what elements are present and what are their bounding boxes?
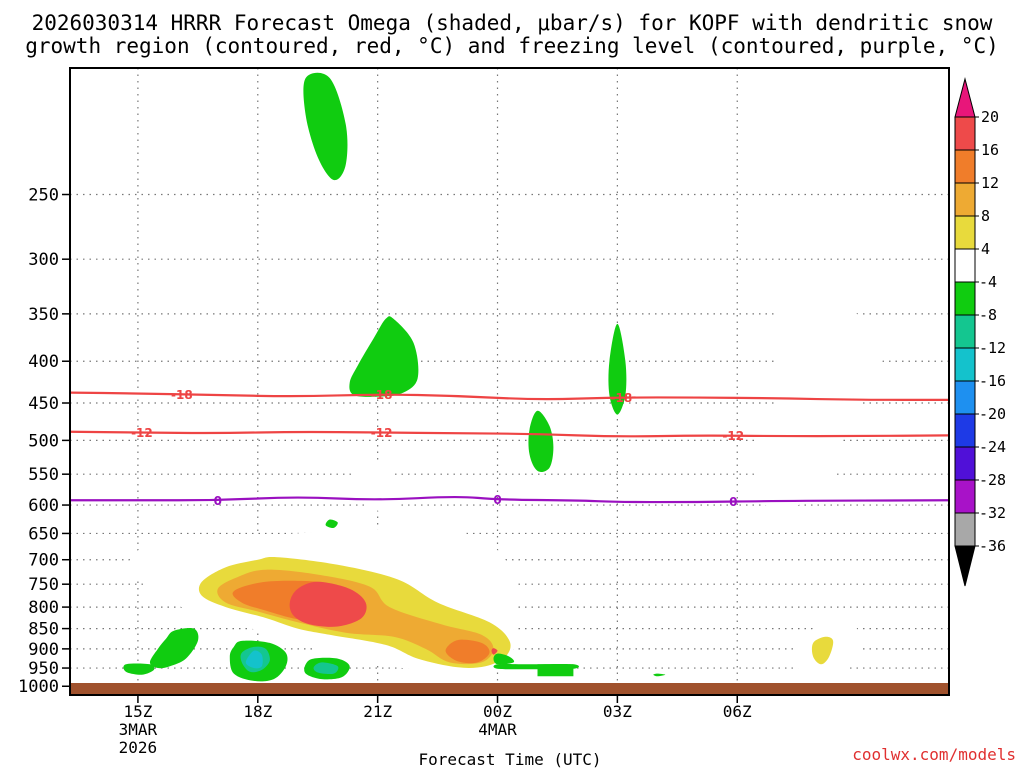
contour-line-2 — [69, 495, 950, 504]
omega-region-4-2 — [351, 458, 400, 513]
colorbar-label--36: -36 — [979, 537, 1006, 555]
colorbar-segment-1 — [954, 149, 976, 184]
colorbar-segment-8 — [954, 380, 976, 415]
omega-region--4-14 — [608, 323, 627, 415]
colorbar-label-8: 8 — [981, 207, 990, 225]
colorbar-label--12: -12 — [979, 339, 1006, 357]
colorbar-label--8: -8 — [979, 306, 997, 324]
colorbar-top-arrow — [954, 77, 976, 118]
omega-region-20-10 — [289, 581, 367, 627]
omega-region--4-24 — [653, 673, 666, 677]
y-tick-label-1000: 1000 — [18, 677, 59, 697]
colorbar-segment-6 — [954, 314, 976, 349]
y-tick-label-800: 800 — [28, 598, 59, 618]
y-tick-label-700: 700 — [28, 551, 59, 571]
y-tick-label-250: 250 — [28, 186, 59, 206]
y-axis: 2503003504004505005506006507007508008509… — [18, 186, 70, 697]
y-tick-label-350: 350 — [28, 305, 59, 325]
y-tick-label-400: 400 — [28, 352, 59, 372]
colorbar-segment-11 — [954, 479, 976, 514]
omega-region-4-3 — [753, 292, 884, 510]
contour-label-2-2: 0 — [729, 495, 737, 509]
colorbar-bottom-arrow — [954, 545, 976, 587]
omega-region-20-11 — [491, 648, 498, 655]
x-tick-label-21Z: 21Z — [363, 702, 392, 721]
colorbar-segment-12 — [954, 512, 976, 547]
omega-region-8-6 — [811, 636, 834, 665]
contour-label-1-2: -12 — [722, 429, 744, 443]
contour-line-1 — [69, 430, 950, 438]
contour-label-1-1: -12 — [371, 426, 393, 440]
y-tick-label-450: 450 — [28, 394, 59, 414]
colorbar-segment-5 — [954, 281, 976, 316]
x-tick-label-15Z: 15Z — [123, 702, 152, 721]
x-tick-sublabel-00Z: 4MAR — [478, 720, 517, 739]
colorbar-segment-3 — [954, 215, 976, 250]
omega-region--4-13 — [349, 316, 419, 397]
colorbar-segment-7 — [954, 347, 976, 382]
colorbar-label-4: 4 — [981, 240, 990, 258]
colorbar-segment-9 — [954, 413, 976, 448]
credit-text: coolwx.com/models — [852, 745, 1016, 764]
omega-region--4-12 — [303, 72, 348, 181]
colorbar-label--24: -24 — [979, 438, 1006, 456]
y-tick-label-600: 600 — [28, 496, 59, 516]
y-tick-label-750: 750 — [28, 575, 59, 595]
colorbar-segment-2 — [954, 182, 976, 217]
colorbar: 20 16 12 8 4 -4 -8 -12 -16 -20 -24 -28 -32 -36 — [954, 77, 1006, 587]
contour-label-0-0: -18 — [171, 388, 193, 402]
colorbar-label-20: 20 — [981, 108, 999, 126]
x-tick-label-06Z: 06Z — [723, 702, 752, 721]
colorbar-segment-0 — [954, 116, 976, 151]
colorbar-label--20: -20 — [979, 405, 1006, 423]
colorbar-label--32: -32 — [979, 504, 1006, 522]
x-tick-year-15Z: 2026 — [119, 738, 158, 757]
plot-frame — [69, 67, 950, 696]
omega-region--4-21 — [493, 653, 515, 665]
omega-region-16-9 — [445, 639, 490, 664]
colorbar-label-16: 16 — [981, 141, 999, 159]
chart-title-line1: 2026030314 HRRR Forecast Omega (shaded, … — [32, 11, 993, 35]
y-tick-label-300: 300 — [28, 250, 59, 270]
contour-line-0 — [69, 391, 949, 401]
contour-label-1-0: -12 — [131, 426, 153, 440]
omega-region-4-1 — [285, 268, 340, 312]
y-tick-label-650: 650 — [28, 524, 59, 544]
omega-region--4-17 — [149, 627, 199, 669]
ground-strip — [70, 683, 949, 695]
plot-area: -18 -18 -18 -12 -12 -12 0 0 0 — [69, 68, 950, 695]
chart-title-line2: growth region (contoured, red, °C) and f… — [25, 34, 999, 58]
omega-region--8-26 — [313, 662, 339, 675]
x-tick-label-18Z: 18Z — [243, 702, 272, 721]
contour-label-2-0: 0 — [214, 494, 222, 508]
y-tick-label-950: 950 — [28, 659, 59, 679]
y-tick-label-850: 850 — [28, 620, 59, 640]
colorbar-segment-4 — [954, 248, 976, 283]
omega-region--4-16 — [325, 519, 338, 528]
x-axis-label: Forecast Time (UTC) — [418, 750, 601, 768]
omega-region--4-23 — [537, 664, 574, 677]
colorbar-label--28: -28 — [979, 471, 1006, 489]
contour-label-0-1: -18 — [371, 388, 393, 402]
y-tick-label-900: 900 — [28, 640, 59, 660]
x-tick-label-00Z: 00Z — [483, 702, 512, 721]
omega-region--12-27 — [245, 650, 263, 669]
contour-label-0-2: -18 — [611, 391, 633, 405]
x-tick-sublabel-15Z: 3MAR — [119, 720, 158, 739]
omega-region--4-15 — [528, 410, 554, 472]
colorbar-label--16: -16 — [979, 372, 1006, 390]
omega-region--4-18 — [123, 663, 155, 675]
x-tick-label-03Z: 03Z — [603, 702, 632, 721]
y-tick-label-500: 500 — [28, 431, 59, 451]
colorbar-segment-10 — [954, 446, 976, 481]
colorbar-label--4: -4 — [979, 273, 997, 291]
contour-label-2-1: 0 — [493, 493, 501, 507]
colorbar-label-12: 12 — [981, 174, 999, 192]
y-tick-label-550: 550 — [28, 465, 59, 485]
